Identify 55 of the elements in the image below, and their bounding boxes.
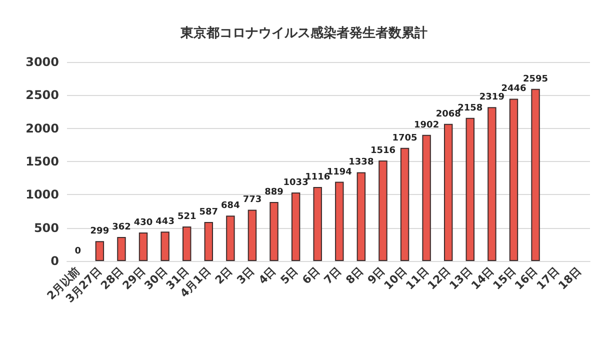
x-tick-label: 6日 xyxy=(300,264,322,287)
data-label: 521 xyxy=(177,212,196,222)
data-label: 362 xyxy=(112,222,131,232)
x-tick-label: 4日 xyxy=(256,264,279,287)
x-tick-label: 7日 xyxy=(322,264,344,287)
data-label: 443 xyxy=(156,217,174,228)
bar xyxy=(378,160,388,261)
bar xyxy=(509,98,518,261)
data-label: 1902 xyxy=(414,120,440,130)
bar xyxy=(400,148,410,261)
y-tick-label: 1500 xyxy=(26,154,59,168)
data-label: 2595 xyxy=(522,74,548,84)
data-label: 0 xyxy=(74,246,82,256)
data-label: 299 xyxy=(90,226,110,237)
x-tick-label: 8日 xyxy=(343,264,366,287)
y-tick-label: 500 xyxy=(34,220,59,235)
data-label: 587 xyxy=(199,208,218,218)
data-label: 1705 xyxy=(392,133,418,144)
bar xyxy=(444,124,453,261)
bar xyxy=(270,202,278,261)
data-label: 2068 xyxy=(436,109,461,120)
bar xyxy=(248,210,257,261)
bar xyxy=(466,118,475,261)
y-tick-label: 2500 xyxy=(26,88,59,102)
bar xyxy=(313,186,322,261)
bar xyxy=(531,88,540,261)
bar xyxy=(488,107,496,261)
data-label: 2446 xyxy=(501,84,526,94)
bar xyxy=(117,236,126,261)
x-tick-label: 2日 xyxy=(212,264,236,287)
data-label: 1033 xyxy=(283,178,308,188)
data-label: 1338 xyxy=(348,158,374,168)
y-tick-label: 3000 xyxy=(26,55,59,69)
bar xyxy=(95,241,104,261)
bar xyxy=(335,182,344,261)
bar xyxy=(356,172,366,261)
bar xyxy=(138,232,148,261)
data-label: 2319 xyxy=(479,92,504,103)
bar xyxy=(204,222,214,261)
y-tick-label: 1000 xyxy=(26,188,59,202)
data-label: 1516 xyxy=(370,146,396,156)
y-tick-label: 0 xyxy=(50,254,59,268)
x-tick-label: 5日 xyxy=(278,264,300,287)
data-label: 889 xyxy=(264,188,284,198)
chart-title: 東京都コロナウイルス感染者発生者数累計 xyxy=(180,25,428,41)
data-label: 684 xyxy=(221,201,240,212)
bar xyxy=(226,216,235,261)
bar xyxy=(182,226,192,261)
y-tick-label: 2000 xyxy=(26,121,59,136)
x-tick-label: 3日 xyxy=(234,264,257,287)
bar xyxy=(291,192,300,261)
data-label: 430 xyxy=(134,218,153,228)
bar xyxy=(422,134,431,261)
data-label: 773 xyxy=(242,195,262,206)
bar xyxy=(160,232,170,261)
